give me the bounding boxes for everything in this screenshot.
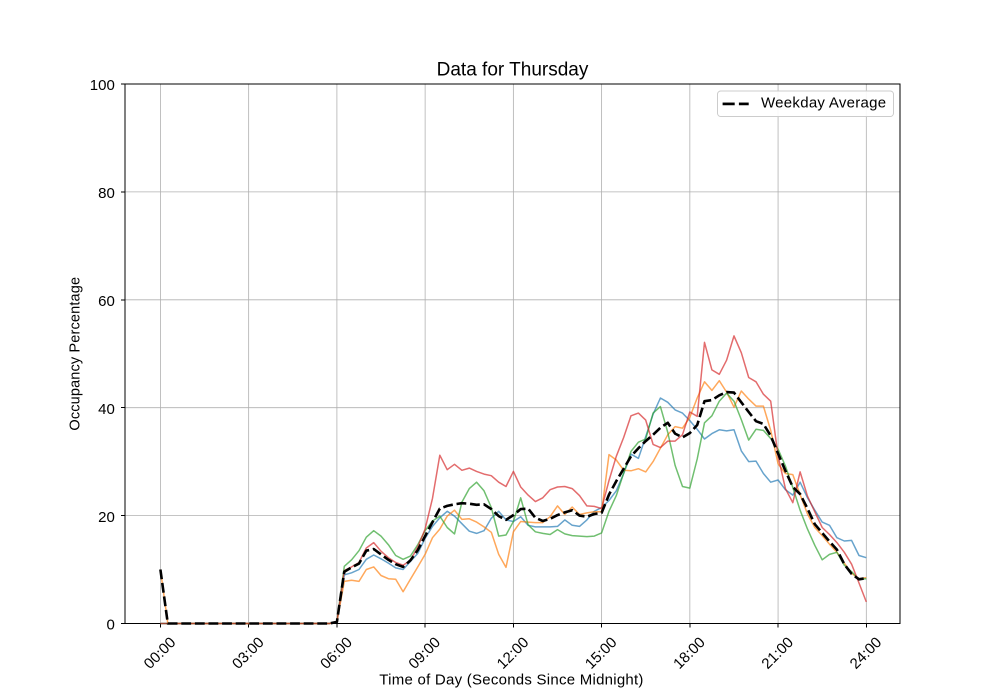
svg-text:100: 100: [90, 77, 115, 94]
svg-text:Data for Thursday: Data for Thursday: [437, 60, 589, 81]
svg-text:0: 0: [106, 617, 114, 634]
svg-text:20: 20: [98, 509, 115, 526]
svg-text:40: 40: [98, 401, 115, 418]
svg-text:Occupancy Percentage: Occupancy Percentage: [68, 277, 84, 431]
svg-text:60: 60: [98, 293, 115, 310]
svg-text:Weekday Average: Weekday Average: [761, 95, 886, 112]
svg-text:80: 80: [98, 185, 115, 202]
svg-text:Time of Day (Seconds Since Mid: Time of Day (Seconds Since Midnight): [379, 672, 643, 689]
